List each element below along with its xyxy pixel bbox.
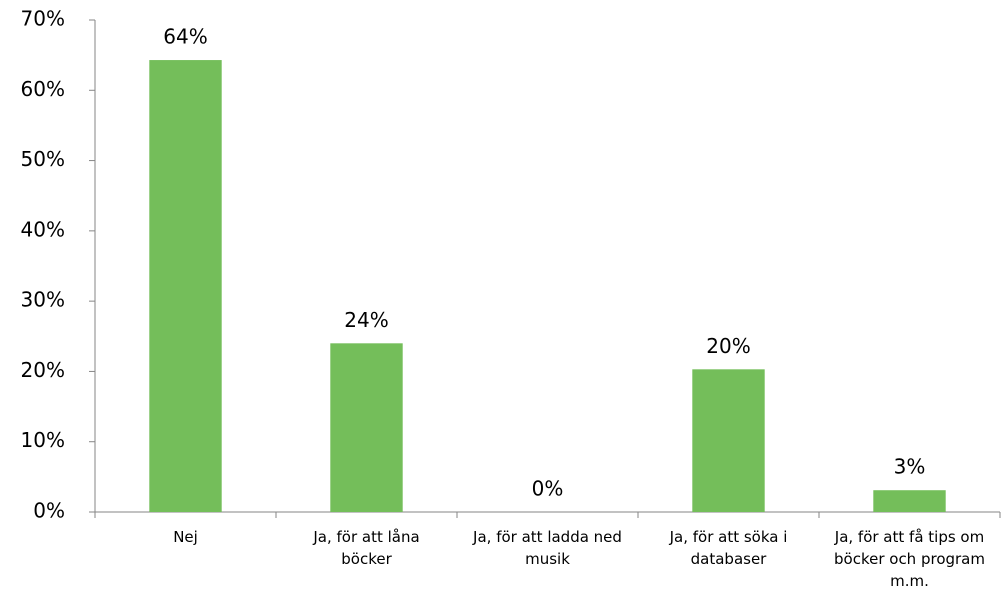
x-tick-label: Ja, för att söka i databaser: [669, 528, 788, 568]
data-label: 3%: [894, 455, 926, 479]
bar: [330, 343, 403, 512]
y-tick-label: 70%: [21, 7, 65, 31]
x-tick-label: Ja, för att ladda ned musik: [473, 528, 622, 568]
y-tick-label: 20%: [21, 358, 65, 382]
y-tick-label: 50%: [21, 147, 65, 171]
y-tick-label: 30%: [21, 288, 65, 312]
data-label: 20%: [706, 334, 750, 358]
bar: [692, 369, 765, 512]
y-tick-label: 0%: [33, 499, 65, 523]
y-tick-label: 10%: [21, 428, 65, 452]
bar: [873, 490, 946, 512]
x-tick-label: Ja, för att låna böcker: [313, 528, 420, 568]
data-label: 0%: [532, 477, 564, 501]
data-label: 24%: [344, 308, 388, 332]
y-tick-label: 40%: [21, 217, 65, 241]
x-tick-label: Nej: [173, 528, 198, 546]
x-tick-label: Ja, för att få tips om böcker och progra…: [834, 528, 985, 590]
data-label: 64%: [163, 25, 207, 49]
bar: [149, 60, 222, 512]
y-tick-label: 60%: [21, 77, 65, 101]
